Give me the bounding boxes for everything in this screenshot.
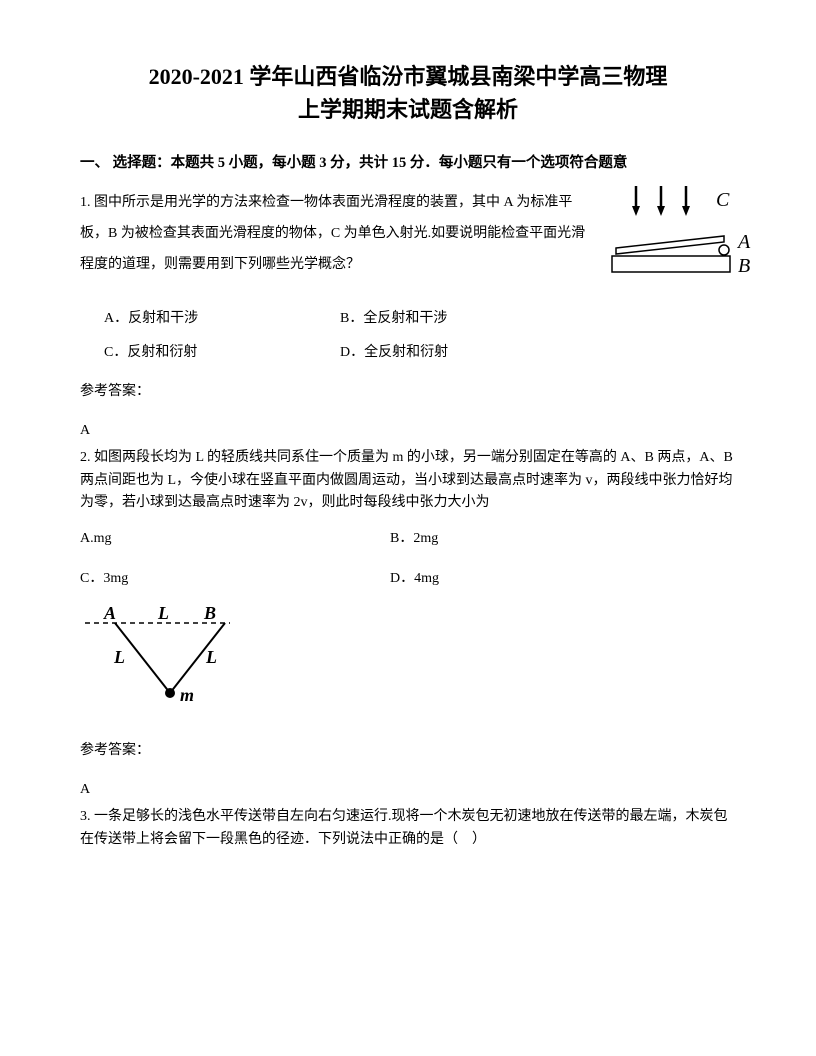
q1-option-d: D．全反射和衍射 [340,340,540,365]
q2-label-m: m [180,685,194,705]
q2-label-l-right: L [205,647,217,667]
q1-answer-label: 参考答案： [80,379,736,404]
question-3: 3. 一条足够长的浅色水平传送带自左向右匀速运行.现将一个木炭包无初速地放在传送… [80,806,736,851]
q2-label-l-top: L [157,605,169,623]
q2-option-b: B．2mg [390,526,590,551]
section-header: 一、 选择题：本题共 5 小题，每小题 3 分，共计 15 分．每小题只有一个选… [80,150,736,176]
q2-option-a: A.mg [80,526,390,551]
title-line-2: 上学期期末试题含解析 [80,93,736,126]
q3-text: 3. 一条足够长的浅色水平传送带自左向右匀速运行.现将一个木炭包无初速地放在传送… [80,806,736,851]
q2-option-c: C．3mg [80,566,390,591]
q2-text: 2. 如图两段长均为 L 的轻质线共同系住一个质量为 m 的小球，另一端分别固定… [80,447,736,514]
q1-option-b: B．全反射和干涉 [340,306,540,331]
q1-option-c: C．反射和衍射 [80,340,340,365]
q1-label-a: A [736,231,751,253]
q1-option-a: A．反射和干涉 [80,306,340,331]
q2-label-b: B [203,605,216,623]
q2-option-d: D．4mg [390,566,590,591]
q2-answer: A [80,777,736,802]
q2-diagram: A B L L L m [80,605,736,724]
question-1: 1. 图中所示是用光学的方法来检查一物体表面光滑程度的装置，其中 A 为标准平 … [80,188,736,365]
q1-answer: A [80,418,736,443]
q2-label-a: A [103,605,116,623]
q1-diagram: C A B [606,178,756,297]
q1-label-b: B [738,255,750,277]
title-line-1: 2020-2021 学年山西省临汾市翼城县南梁中学高三物理 [80,60,736,93]
q1-label-c: C [716,189,730,211]
question-2: 2. 如图两段长均为 L 的轻质线共同系住一个质量为 m 的小球，另一端分别固定… [80,447,736,724]
q2-label-l-left: L [113,647,125,667]
q2-answer-label: 参考答案： [80,738,736,763]
